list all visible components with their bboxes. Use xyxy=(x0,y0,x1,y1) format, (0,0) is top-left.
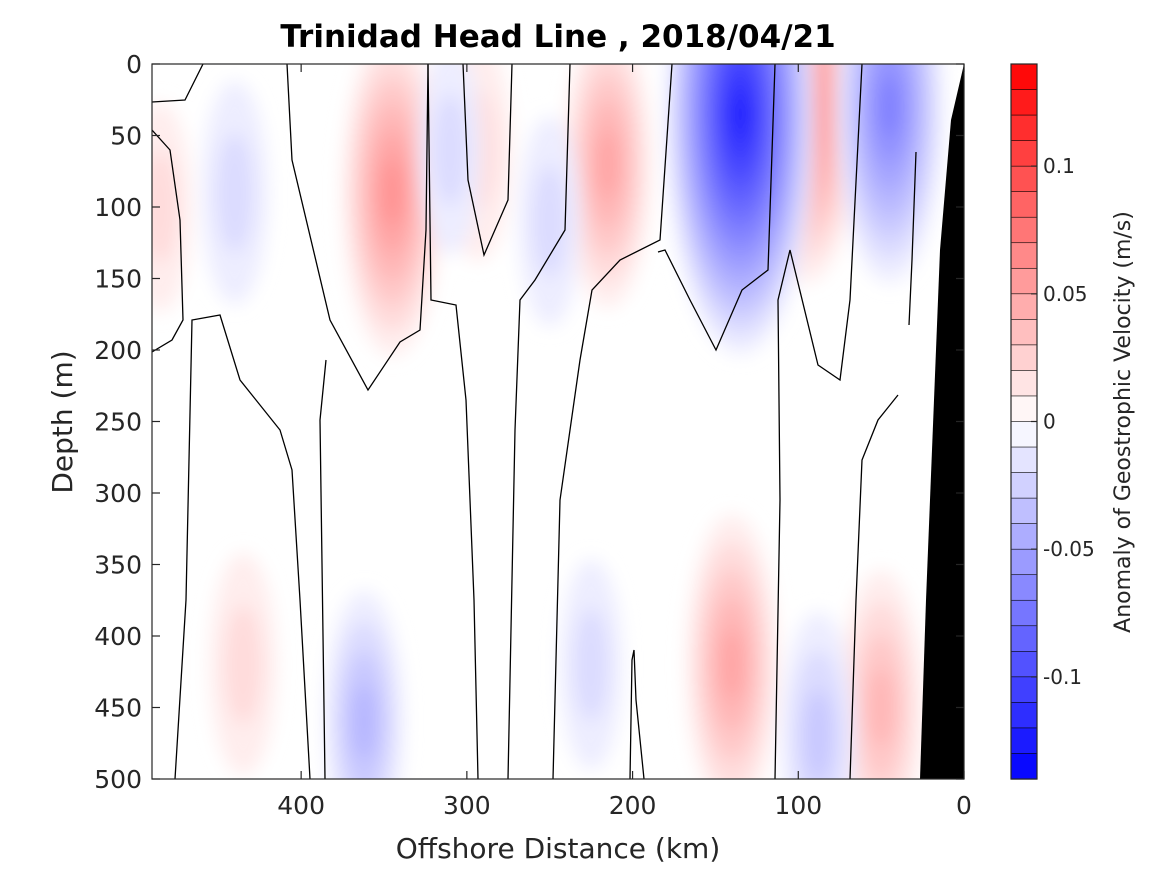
x-axis-label: Offshore Distance (km) xyxy=(396,832,721,865)
colorbar-segment xyxy=(1010,753,1038,780)
contour-level xyxy=(352,684,377,760)
zero-contour xyxy=(507,64,571,779)
colorbar-segment xyxy=(1010,191,1038,218)
colorbar-segment xyxy=(1010,140,1038,167)
zero-contour xyxy=(774,64,863,779)
zero-contour xyxy=(849,394,899,779)
contour-level xyxy=(573,608,609,721)
x-tick-label: 400 xyxy=(277,791,325,820)
colorbar-segment xyxy=(1010,216,1038,244)
y-tick-label: 350 xyxy=(94,551,142,580)
seafloor xyxy=(920,64,964,779)
colorbar-segment xyxy=(1010,89,1038,116)
colorbar-segment xyxy=(1010,165,1038,193)
zero-contours xyxy=(152,64,917,779)
contour-level xyxy=(720,629,744,700)
colorbar-segment xyxy=(1010,114,1038,142)
colorbar-segment xyxy=(1010,497,1038,525)
colorbar-tick-label: 0 xyxy=(1043,410,1056,434)
colorbar-segment xyxy=(1010,574,1038,601)
contour-level xyxy=(381,160,404,226)
colorbar-ticks: 0.1 0.05 0 -0.05 -0.1 xyxy=(1031,154,1095,689)
colorbar-segment xyxy=(1010,676,1038,703)
y-tick-label: 400 xyxy=(94,622,142,651)
contour-level xyxy=(879,76,900,138)
zero-contour xyxy=(552,64,673,779)
contour-level xyxy=(868,668,894,747)
colorbar-segment xyxy=(1010,599,1038,627)
velocity-anomaly-field xyxy=(152,64,944,779)
colorbar-segment xyxy=(1010,625,1038,652)
colorbar-segment xyxy=(1010,446,1038,474)
x-axis: 400 300 200 100 0 xyxy=(277,64,972,820)
y-tick-label: 50 xyxy=(110,122,142,151)
colorbar-tick-label: -0.05 xyxy=(1043,537,1095,561)
colorbar-segment xyxy=(1010,319,1038,346)
colorbar-segment xyxy=(1010,727,1038,755)
colorbar-segment xyxy=(1010,395,1038,423)
x-tick-label: 100 xyxy=(774,791,822,820)
zero-contour xyxy=(629,649,645,779)
colorbar-segment xyxy=(1010,242,1038,269)
colorbar-segment xyxy=(1010,267,1038,295)
y-tick-label: 200 xyxy=(94,336,142,365)
contour-level xyxy=(152,150,178,264)
colorbar-label: Anomaly of Geostrophic Velocity (m/s) xyxy=(1111,211,1136,633)
contour-level xyxy=(216,132,254,253)
contour-level xyxy=(433,93,468,207)
zero-contour xyxy=(319,359,327,779)
contour-level xyxy=(532,164,567,278)
zero-contour xyxy=(286,64,429,392)
zero-contour xyxy=(152,129,184,353)
colorbar-segment xyxy=(1010,523,1038,550)
y-tick-label: 0 xyxy=(126,50,142,79)
colorbar-segment xyxy=(1010,344,1038,372)
colorbar-segment xyxy=(1010,472,1038,499)
colorbar-tick-label: 0.1 xyxy=(1043,154,1075,178)
chart-title: Trinidad Head Line , 2018/04/21 xyxy=(280,19,835,55)
zero-contour xyxy=(462,64,513,258)
y-tick-label: 500 xyxy=(94,765,142,794)
y-axis-label: Depth (m) xyxy=(46,350,79,493)
x-tick-label: 0 xyxy=(956,791,972,820)
y-tick-label: 250 xyxy=(94,408,142,437)
x-tick-label: 200 xyxy=(609,791,657,820)
x-tick-label: 300 xyxy=(443,791,491,820)
y-tick-label: 450 xyxy=(94,694,142,723)
colorbar-tick-label: 0.05 xyxy=(1043,282,1088,306)
colorbar-segment xyxy=(1010,702,1038,729)
zero-contour xyxy=(657,64,776,352)
y-axis: 0 50 100 150 200 250 300 350 400 450 500 xyxy=(94,50,964,794)
zero-contour xyxy=(908,151,917,326)
colorbar-segment xyxy=(1010,370,1038,397)
colorbar-segment xyxy=(1010,651,1038,678)
colorbar-tick-label: -0.1 xyxy=(1043,665,1082,689)
contour-level xyxy=(224,604,262,725)
colorbar-segment xyxy=(1010,63,1038,91)
colorbar-segment xyxy=(1010,293,1038,320)
y-tick-label: 300 xyxy=(94,479,142,508)
zero-contour xyxy=(427,64,479,779)
y-tick-label: 150 xyxy=(94,265,142,294)
plot-area xyxy=(152,64,964,779)
zero-contour xyxy=(152,64,204,103)
contour-level xyxy=(596,130,619,198)
colorbar xyxy=(1010,63,1038,780)
zero-contour xyxy=(174,314,311,779)
contour-level xyxy=(731,88,750,140)
y-tick-label: 100 xyxy=(94,193,142,222)
colorbar-segment xyxy=(1010,548,1038,576)
colorbar-segment xyxy=(1010,421,1038,448)
contour-level xyxy=(803,689,833,779)
